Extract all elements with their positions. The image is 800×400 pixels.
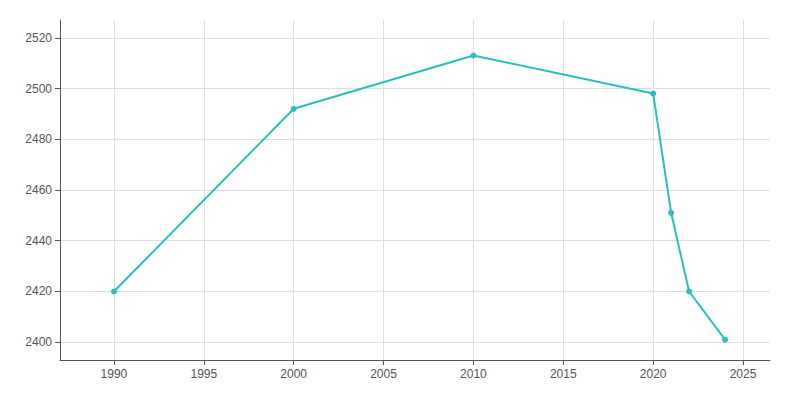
- svg-text:2400: 2400: [25, 335, 52, 349]
- svg-text:2000: 2000: [280, 367, 307, 381]
- svg-text:2010: 2010: [460, 367, 487, 381]
- svg-text:2420: 2420: [25, 284, 52, 298]
- svg-text:1995: 1995: [190, 367, 217, 381]
- svg-text:2440: 2440: [25, 234, 52, 248]
- svg-text:2460: 2460: [25, 183, 52, 197]
- svg-text:2520: 2520: [25, 31, 52, 45]
- svg-text:2020: 2020: [640, 367, 667, 381]
- svg-text:2480: 2480: [25, 132, 52, 146]
- svg-text:2005: 2005: [370, 367, 397, 381]
- svg-text:1990: 1990: [101, 367, 128, 381]
- svg-text:2500: 2500: [25, 82, 52, 96]
- svg-text:2015: 2015: [550, 367, 577, 381]
- svg-text:2025: 2025: [730, 367, 757, 381]
